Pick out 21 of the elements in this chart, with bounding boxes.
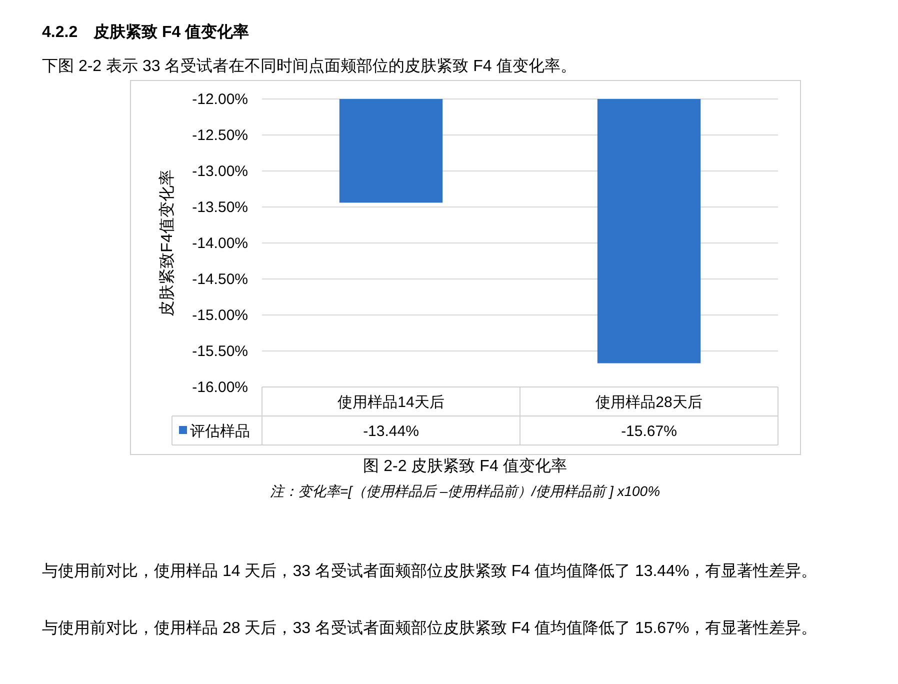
y-axis-title: 皮肤紧致F4值变化率 <box>158 170 176 316</box>
y-tick-label: -16.00% <box>192 379 248 396</box>
data-label: -13.44% <box>363 423 419 440</box>
y-tick-label: -13.00% <box>192 163 248 180</box>
subtitle: 下图 2-2 表示 33 名受试者在不同时间点面颊部位的皮肤紧致 F4 值变化率。 <box>42 56 576 77</box>
y-tick-label: -12.50% <box>192 127 248 144</box>
y-tick-label: -13.50% <box>192 199 248 216</box>
y-tick-label: -12.00% <box>192 91 248 108</box>
note: 注：变化率=[（使用样品后 –使用样品前）/使用样品前 ] x100% <box>268 483 662 501</box>
paragraph: 与使用前对比，使用样品 28 天后，33 名受试者面颊部位皮肤紧致 F4 值均值降低了 15.67%，有显著性差异。 <box>42 618 818 639</box>
y-tick-label: -15.50% <box>192 343 248 360</box>
legend-label: 评估样品 <box>190 423 250 440</box>
y-tick-label: -14.50% <box>192 271 248 288</box>
paragraph: 与使用前对比，使用样品 14 天后，33 名受试者面颊部位皮肤紧致 F4 值均值降低了 13.44%，有显著性差异。 <box>42 562 818 582</box>
y-tick-label: -15.00% <box>192 307 248 324</box>
y-tick-label: -14.00% <box>192 235 248 252</box>
data-label: -15.67% <box>621 423 677 440</box>
x-tick-label: 使用样品14天后 <box>338 394 444 411</box>
caption: 图 2-2 皮肤紧致 F4 值变化率 <box>362 456 568 477</box>
title: 4.2.2 皮肤紧致 F4 值变化率 <box>42 22 250 43</box>
x-tick-label: 使用样品28天后 <box>596 394 702 411</box>
